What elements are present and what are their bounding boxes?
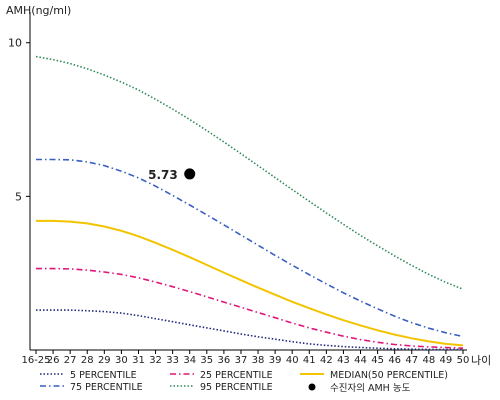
x-tick-label-31: 31 (132, 355, 145, 366)
x-tick-label-41: 41 (303, 355, 316, 366)
legend-label-2: MEDIAN(50 PERCENTILE) (330, 370, 448, 381)
x-tick-label-32: 32 (149, 355, 162, 366)
x-tick-label-27: 27 (64, 355, 77, 366)
x-tick-label-28: 28 (81, 355, 94, 366)
legend-label-1: 25 PERCENTILE (200, 370, 273, 381)
legend-marker-label: 수진자의 AMH 농도 (330, 383, 411, 394)
y-tick-label-10: 10 (8, 37, 22, 50)
patient-amh-value-label: 5.73 (148, 168, 178, 182)
x-tick-label-37: 37 (235, 355, 248, 366)
series-line-1 (36, 267, 464, 349)
legend-marker-swatch (308, 383, 316, 391)
legend-label-3: 75 PERCENTILE (70, 382, 143, 393)
x-tick-label-33: 33 (166, 355, 179, 366)
patient-amh-point (184, 168, 196, 180)
x-tick-label-36: 36 (218, 355, 231, 366)
x-tick-label-47: 47 (405, 355, 418, 366)
x-tick-label-30: 30 (115, 355, 128, 366)
series-line-3 (36, 158, 464, 338)
series-line-0 (36, 309, 463, 351)
x-tick-label-39: 39 (269, 355, 282, 366)
legend-label-4: 95 PERCENTILE (200, 382, 273, 393)
legend: 5 PERCENTILE 25 PERCENTILE MEDIAN(50 PERCE… (40, 370, 448, 394)
x-tick-label-26: 26 (47, 355, 60, 366)
series-line-2 (36, 219, 464, 347)
x-tick-label-34: 34 (183, 355, 196, 366)
x-tick-label-43: 43 (337, 355, 350, 366)
series-line-4 (35, 55, 464, 290)
x-tick-label-46: 46 (388, 355, 401, 366)
marker-layer: 5.73 (148, 168, 196, 182)
x-tick-label-35: 35 (200, 355, 213, 366)
x-tick-label-42: 42 (320, 355, 333, 366)
x-tick-label-29: 29 (98, 355, 111, 366)
y-tick-label-5: 5 (15, 190, 22, 203)
x-tick-label-16-25: 16-25 (21, 355, 50, 366)
series-layer (35, 55, 464, 351)
x-tick-label-44: 44 (354, 355, 367, 366)
x-tick-label-50: 50 (457, 355, 470, 366)
x-tick-label-45: 45 (371, 355, 384, 366)
x-tick-label-40: 40 (286, 355, 299, 366)
x-tick-label-38: 38 (252, 355, 265, 366)
y-axis-title: AMH(ng/ml) (6, 4, 71, 17)
x-tick-label-48: 48 (422, 355, 435, 366)
x-axis-title: 나이 (471, 354, 491, 367)
x-tick-label-49: 49 (440, 355, 453, 366)
legend-label-0: 5 PERCENTILE (70, 370, 137, 381)
